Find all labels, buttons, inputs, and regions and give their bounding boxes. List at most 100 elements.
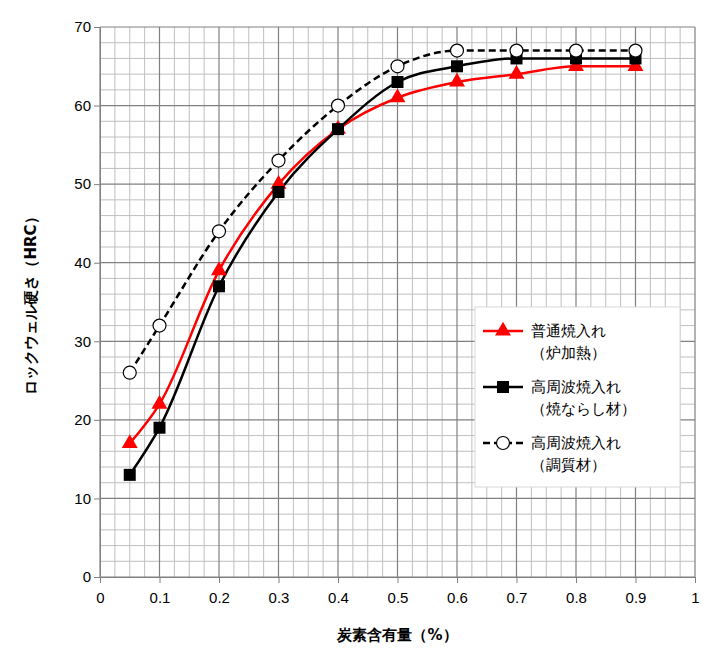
tick: 70 [74, 18, 100, 35]
grid-line [694, 27, 695, 577]
tick: 0 [96, 577, 104, 606]
grid-line [100, 26, 695, 27]
data-point [332, 123, 344, 135]
tick-label: 0.8 [566, 589, 587, 606]
minor-grid-line [650, 27, 651, 577]
minor-grid-line [561, 27, 562, 577]
grid-line [456, 27, 457, 577]
tick-label: 0.3 [269, 589, 290, 606]
grid-line [635, 27, 636, 577]
grid-line [575, 27, 576, 577]
grid-line [218, 27, 219, 577]
plot: 00.10.20.30.40.50.60.70.80.9101020304050… [74, 18, 699, 605]
grid-line [278, 27, 279, 577]
tick-mark [695, 577, 696, 583]
legend-item: 高周波焼入れ（焼ならし材） [483, 378, 636, 418]
minor-grid-line [442, 27, 443, 577]
tick-label: 20 [74, 411, 91, 428]
tick: 0.4 [328, 577, 349, 606]
tick: 30 [74, 333, 100, 350]
legend-marker [495, 322, 511, 336]
tick-mark [517, 577, 518, 583]
x-axis: 00.10.20.30.40.50.60.70.80.91 [96, 577, 699, 606]
minor-grid-line [308, 27, 309, 577]
minor-grid-line [412, 27, 413, 577]
minor-grid-line [486, 27, 487, 577]
minor-grid-line [590, 27, 591, 577]
minor-grid-line [263, 27, 264, 577]
tick-mark [576, 577, 577, 583]
tick-mark [94, 27, 100, 28]
data-point [213, 225, 226, 238]
tick-label: 40 [74, 254, 91, 271]
x-axis-title: 炭素含有量（%） [336, 626, 457, 644]
tick: 1 [691, 577, 699, 606]
minor-grid-line [531, 27, 532, 577]
marks [122, 44, 644, 481]
data-point [123, 366, 136, 379]
data-point [211, 261, 227, 275]
minor-grid-line [665, 27, 666, 577]
minor-grid-line [248, 27, 249, 577]
tick-label: 0.2 [209, 589, 230, 606]
grid-line [99, 27, 100, 577]
tick: 0.3 [269, 577, 290, 606]
data-point [510, 44, 523, 57]
data-point [273, 186, 285, 198]
tick-label: 0 [83, 568, 91, 585]
tick-mark [94, 106, 100, 107]
grid-line [159, 27, 160, 577]
data-point [449, 73, 465, 87]
tick-mark [94, 263, 100, 264]
tick: 0.9 [626, 577, 647, 606]
tick-label: 0.9 [626, 589, 647, 606]
tick-mark [94, 498, 100, 499]
grid-line [397, 27, 398, 577]
grid-line [100, 262, 695, 263]
y-axis-title: ロックウェル硬さ（HRC） [22, 209, 40, 394]
data-point [152, 395, 168, 409]
tick: 50 [74, 175, 100, 192]
data-point [272, 154, 285, 167]
minor-grid-line [352, 27, 353, 577]
minor-grid-line [367, 27, 368, 577]
minor-grid-line [382, 27, 383, 577]
series-line [130, 66, 636, 443]
tick-mark [94, 184, 100, 185]
tick: 40 [74, 254, 100, 271]
minor-grid-line [546, 27, 547, 577]
tick-label: 0.6 [447, 589, 468, 606]
data-point [570, 44, 583, 57]
data-point [391, 60, 404, 73]
minor-grid-line [501, 27, 502, 577]
data-point [213, 280, 225, 292]
grid-line [100, 498, 695, 499]
minor-grid-line [680, 27, 681, 577]
data-point [451, 60, 463, 72]
minor-grid-line [427, 27, 428, 577]
tick-label: 0.5 [388, 589, 409, 606]
data-point [332, 99, 345, 112]
grid [100, 27, 695, 577]
tick: 0.7 [507, 577, 528, 606]
data-point [154, 422, 166, 434]
tick: 0.5 [388, 577, 409, 606]
tick-mark [636, 577, 637, 583]
data-point [629, 44, 642, 57]
tick-mark [279, 577, 280, 583]
axis-line [100, 28, 101, 578]
tick: 0.2 [209, 577, 230, 606]
tick-label: 0.7 [507, 589, 528, 606]
tick-mark [457, 577, 458, 583]
tick-label: 30 [74, 333, 91, 350]
tick-mark [100, 577, 101, 583]
tick-mark [219, 577, 220, 583]
tick: 60 [74, 97, 100, 114]
legend-item: 普通焼入れ（炉加熱） [483, 322, 606, 362]
tick-label: 1 [691, 589, 699, 606]
tick-label: 70 [74, 18, 91, 35]
data-point [509, 65, 525, 79]
tick-label: 50 [74, 175, 91, 192]
legend-label: 高周波焼入れ（焼ならし材） [531, 378, 636, 418]
minor-grid-line [471, 27, 472, 577]
